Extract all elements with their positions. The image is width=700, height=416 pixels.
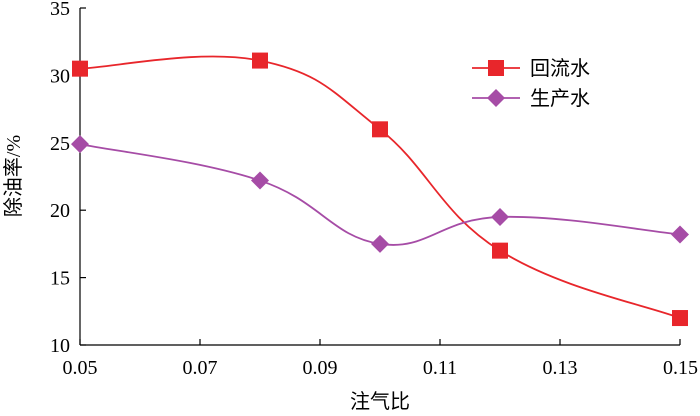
data-point	[671, 225, 689, 244]
data-point	[371, 234, 389, 253]
legend-label: 生产水	[530, 87, 590, 110]
data-point	[372, 121, 388, 138]
x-tick-label: 0.07	[183, 357, 218, 379]
data-point	[72, 60, 88, 77]
y-tick-label: 30	[50, 65, 70, 87]
series-layer	[71, 52, 689, 327]
data-point	[492, 242, 508, 259]
x-tick-label: 0.15	[663, 357, 698, 379]
series-1	[72, 52, 688, 327]
data-point	[251, 171, 269, 190]
y-tick-label: 10	[50, 335, 70, 357]
y-tick-label: 20	[50, 200, 70, 222]
x-tick-label: 0.09	[303, 357, 338, 379]
x-ticks: 0.05 0.07 0.09 0.11 0.13 0.15	[63, 339, 698, 379]
series-line	[79, 55, 681, 319]
series-line	[79, 143, 681, 246]
y-axis-title: 除油率/%	[2, 135, 25, 217]
data-point	[672, 310, 688, 327]
x-tick-label: 0.05	[63, 357, 98, 379]
y-tick-label: 25	[50, 133, 70, 155]
series-2	[71, 135, 689, 253]
y-tick-label: 15	[50, 268, 70, 290]
data-point	[252, 52, 268, 69]
y-tick-label: 35	[50, 0, 70, 20]
data-point	[491, 207, 509, 226]
y-ticks: 10 15 20 25 30 35	[50, 0, 86, 357]
x-tick-label: 0.13	[543, 357, 578, 379]
legend-marker	[487, 89, 505, 107]
data-point	[71, 135, 89, 154]
legend-label: 回流水	[530, 57, 590, 80]
legend-marker	[488, 60, 504, 76]
x-tick-label: 0.11	[423, 357, 457, 379]
x-axis-title: 注气比	[350, 390, 410, 413]
